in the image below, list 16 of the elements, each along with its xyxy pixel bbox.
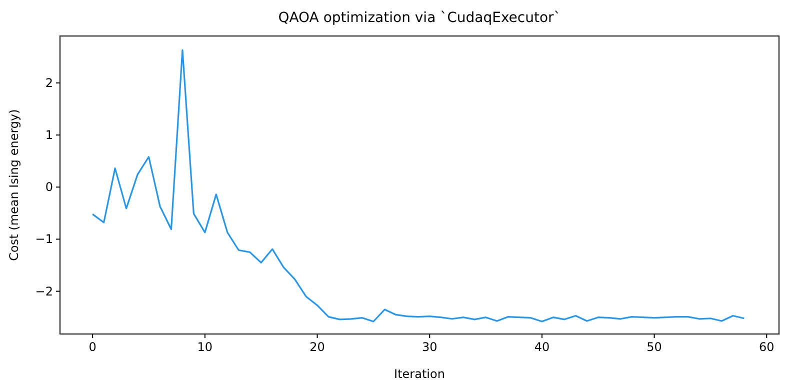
x-tick-label: 20 — [310, 340, 325, 354]
y-tick-label: −2 — [35, 284, 53, 298]
y-axis-title: Cost (mean Ising energy) — [7, 109, 21, 261]
x-tick-label: 60 — [759, 340, 774, 354]
y-tick-label: 0 — [45, 180, 53, 194]
y-tick-label: 1 — [45, 128, 53, 142]
x-tick-label: 30 — [422, 340, 438, 354]
x-axis-title: Iteration — [394, 367, 445, 381]
y-tick-label: −1 — [35, 232, 53, 246]
x-tick-label: 10 — [197, 340, 213, 354]
x-tick-label: 0 — [88, 340, 96, 354]
x-tick-label: 50 — [646, 340, 662, 354]
line-series — [92, 49, 745, 322]
chart-title: QAOA optimization via `CudaqExecutor` — [278, 10, 561, 26]
x-tick-label: 40 — [534, 340, 550, 354]
y-tick-label: 2 — [45, 76, 53, 90]
